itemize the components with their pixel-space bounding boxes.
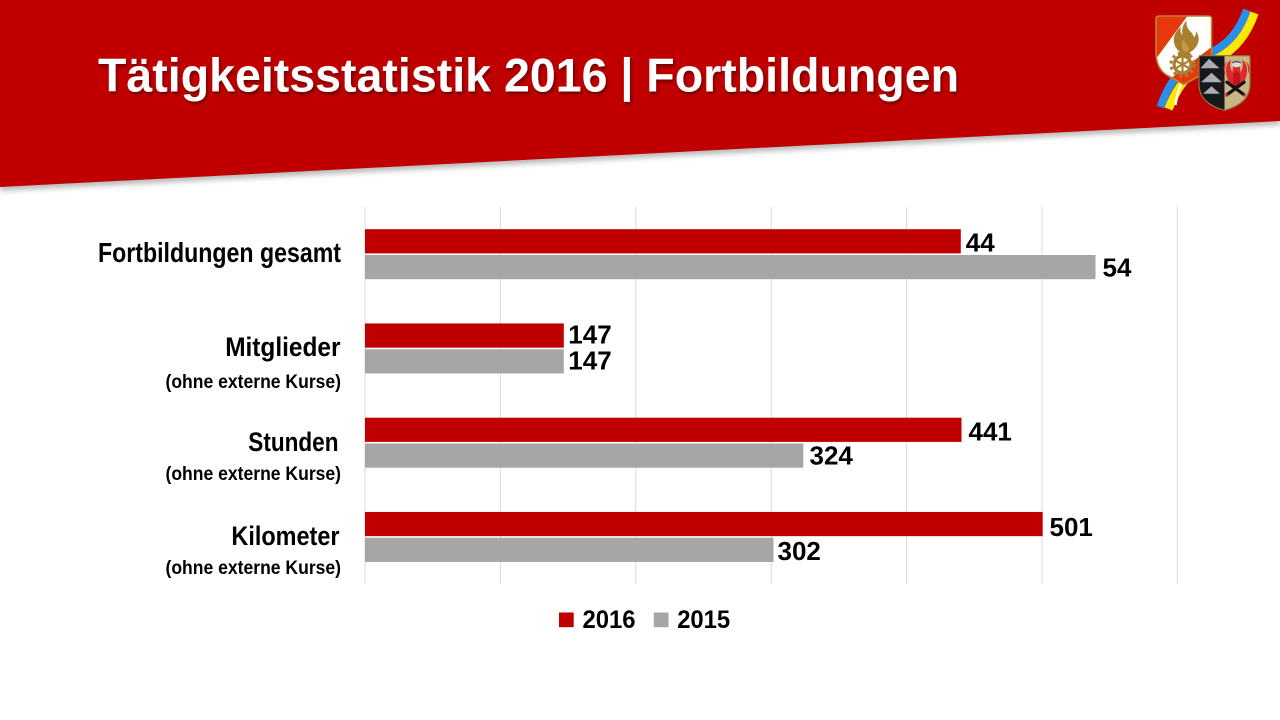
svg-text:2016: 2016 — [583, 606, 636, 634]
svg-text:Tätigkeitsstatistik 2016 | For: Tätigkeitsstatistik 2016 | Fortbildungen — [98, 48, 959, 101]
svg-text:Mitglieder: Mitglieder — [225, 332, 340, 362]
svg-text:Kilometer: Kilometer — [231, 521, 339, 551]
svg-text:324: 324 — [810, 441, 854, 471]
svg-text:(ohne externe Kurse): (ohne externe Kurse) — [166, 372, 342, 393]
svg-text:(ohne externe Kurse): (ohne externe Kurse) — [166, 464, 342, 485]
svg-text:147: 147 — [568, 320, 611, 350]
svg-text:(ohne externe Kurse): (ohne externe Kurse) — [166, 558, 342, 579]
svg-text:Stunden: Stunden — [248, 427, 338, 457]
svg-text:54: 54 — [1103, 252, 1132, 282]
svg-text:2015: 2015 — [677, 606, 730, 634]
svg-text:501: 501 — [1050, 512, 1093, 542]
svg-text:302: 302 — [778, 536, 821, 566]
svg-text:441: 441 — [969, 417, 1012, 447]
svg-text:147: 147 — [568, 345, 611, 375]
svg-text:Fortbildungen gesamt: Fortbildungen gesamt — [98, 237, 341, 268]
svg-text:44: 44 — [966, 227, 995, 257]
